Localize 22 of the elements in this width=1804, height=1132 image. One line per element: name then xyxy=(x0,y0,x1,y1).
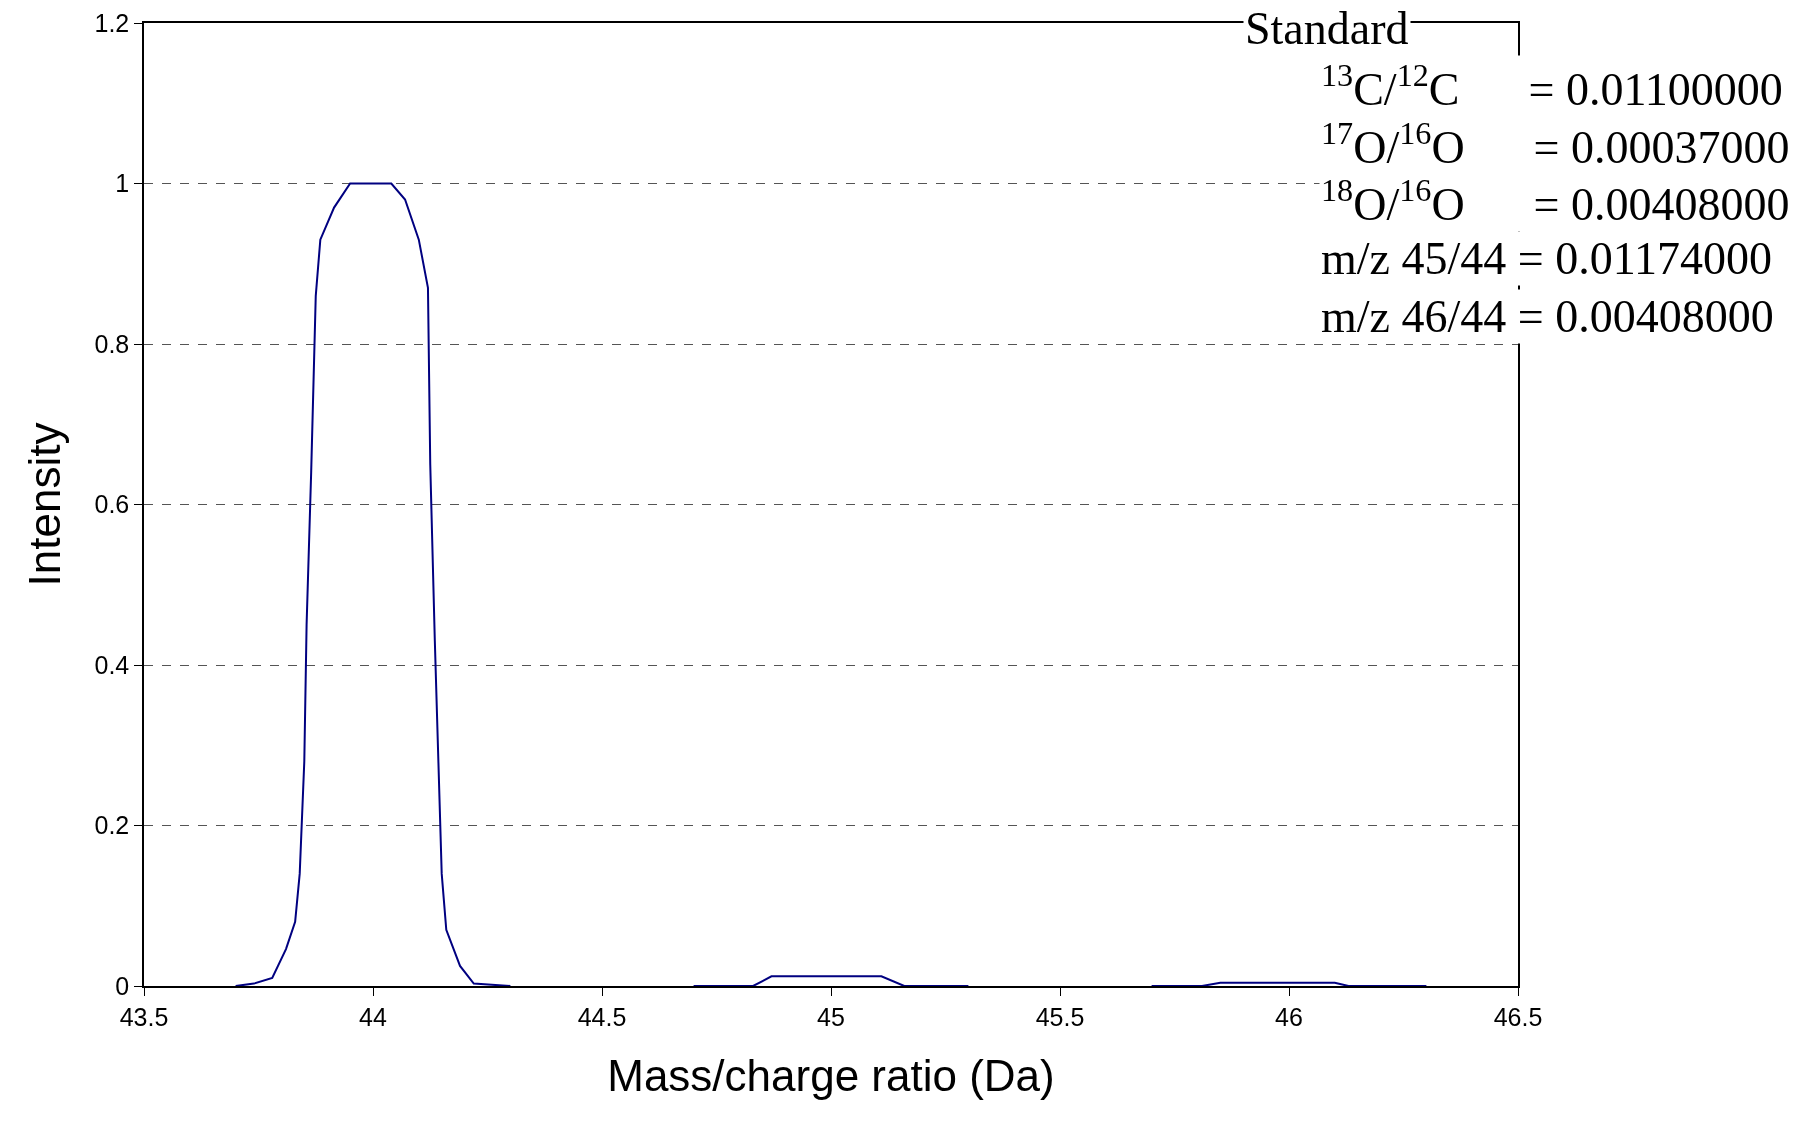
y-axis-title: Intensity xyxy=(20,422,70,587)
x-tick-label: 46 xyxy=(1275,1002,1303,1031)
annotation: $^{17}$O/$^{16}$O = 0.00037000 xyxy=(1321,115,1790,174)
x-tick-label: 43.5 xyxy=(119,1002,169,1031)
annotation: $^{13}$C/$^{12}$C = 0.01100000 xyxy=(1321,57,1783,116)
annotation: m/z 46/44 = 0.00408000 xyxy=(1321,291,1774,342)
annotation: Standard xyxy=(1245,3,1409,54)
y-tick-label: 0.8 xyxy=(94,329,130,358)
y-tick-label: 0 xyxy=(115,971,130,1000)
annotation: $^{18}$O/$^{16}$O = 0.00408000 xyxy=(1321,172,1790,231)
y-tick-label: 0.4 xyxy=(94,650,130,679)
y-tick-label: 1.2 xyxy=(94,8,130,37)
x-tick-label: 45.5 xyxy=(1035,1002,1085,1031)
x-tick-label: 46.5 xyxy=(1493,1002,1543,1031)
annotation: m/z 45/44 = 0.01174000 xyxy=(1321,233,1772,284)
y-tick-label: 0.6 xyxy=(94,490,130,519)
y-tick-label: 1 xyxy=(115,169,130,198)
y-tick-label: 0.2 xyxy=(94,811,130,840)
x-tick-label: 44.5 xyxy=(577,1002,627,1031)
x-axis-title: Mass/charge ratio (Da) xyxy=(607,1050,1055,1100)
x-tick-label: 44 xyxy=(359,1002,387,1031)
x-tick-label: 45 xyxy=(817,1002,845,1031)
